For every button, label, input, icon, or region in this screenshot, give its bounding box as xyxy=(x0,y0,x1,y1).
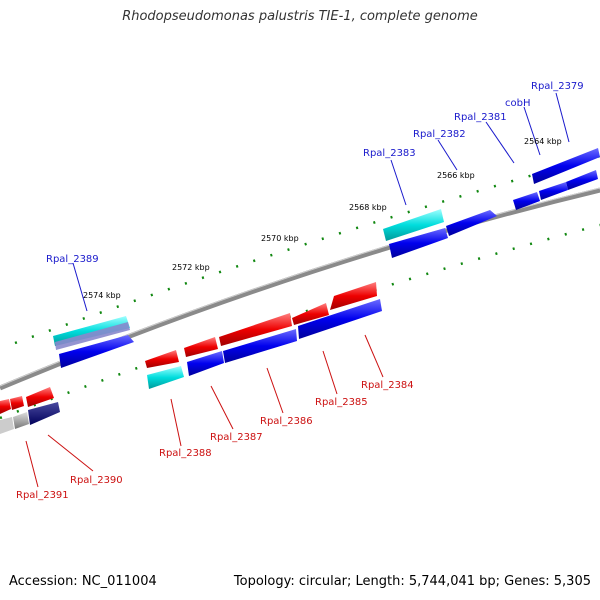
map-title: Rhodopseudomonas palustris TIE-1, comple… xyxy=(122,9,478,24)
gene-rpal-2386[interactable] xyxy=(223,329,297,363)
gene-rpal-2391-red[interactable] xyxy=(10,396,24,410)
reverse-strand-genes xyxy=(0,282,382,434)
gene-label[interactable]: Rpal_2386 xyxy=(260,416,313,427)
gene-rpal-2383-rna[interactable] xyxy=(383,209,444,241)
gene-rpal-2379[interactable] xyxy=(532,148,600,184)
gene-rpal-2389-cds[interactable] xyxy=(59,335,134,368)
topology-text: Topology: circular; Length: 5,744,041 bp… xyxy=(233,574,591,589)
gene-rpal-2388[interactable] xyxy=(147,366,184,389)
accession-text: Accession: NC_011004 xyxy=(9,574,157,589)
gene-rpal-2391-grey[interactable] xyxy=(13,412,29,429)
label-leaders xyxy=(72,92,570,312)
gene-label[interactable]: Rpal_2391 xyxy=(16,490,69,501)
scale-label: 2564 kbp xyxy=(524,137,562,146)
genome-backbone xyxy=(0,187,600,391)
scale-labels: 2564 kbp 2566 kbp 2568 kbp 2570 kbp 2572… xyxy=(83,137,562,300)
gene-label[interactable]: Rpal_2385 xyxy=(315,397,368,408)
forward-strand-genes xyxy=(53,148,600,368)
scale-label: 2572 kbp xyxy=(172,263,210,272)
gene-rpal-2390-red[interactable] xyxy=(26,387,54,407)
gene-rpal-2384-red[interactable] xyxy=(330,282,377,310)
scale-label: 2570 kbp xyxy=(261,234,299,243)
gene-label[interactable]: Rpal_2383 xyxy=(363,148,416,159)
gene-label[interactable]: Rpal_2389 xyxy=(46,254,99,265)
gene-rpal-2388-red[interactable] xyxy=(145,350,179,368)
scale-label: 2568 kbp xyxy=(349,203,387,212)
gene-rpal-2387-red[interactable] xyxy=(184,337,218,357)
gene-rpal-2382[interactable] xyxy=(446,210,497,236)
gene-rpal-2390[interactable] xyxy=(28,402,60,425)
gene-label[interactable]: Rpal_2384 xyxy=(361,380,414,391)
gene-rpal-2385-red[interactable] xyxy=(292,303,329,325)
gene-label[interactable]: cobH xyxy=(505,98,530,109)
gene-rpal-2383-cds[interactable] xyxy=(389,228,448,258)
scale-label: 2566 kbp xyxy=(437,171,475,180)
bottom-gene-labels: Rpal_2384 Rpal_2385 Rpal_2386 Rpal_2387 … xyxy=(16,380,414,501)
gene-label[interactable]: Rpal_2387 xyxy=(210,432,263,443)
gene-label[interactable]: Rpal_2379 xyxy=(531,81,584,92)
gene-rpal-2381[interactable] xyxy=(513,192,540,210)
gene-rpal-2386-red[interactable] xyxy=(219,313,292,346)
top-gene-labels: Rpal_2379 cobH Rpal_2381 Rpal_2382 Rpal_… xyxy=(46,81,584,265)
gene-label[interactable]: Rpal_2381 xyxy=(454,112,507,123)
scale-label: 2574 kbp xyxy=(83,291,121,300)
gene-left-edge-red[interactable] xyxy=(0,399,11,414)
gene-label[interactable]: Rpal_2390 xyxy=(70,475,123,486)
gene-rpal-2387[interactable] xyxy=(187,351,224,376)
inner-scale-ticks xyxy=(0,223,600,420)
gene-left-edge-grey[interactable] xyxy=(0,417,14,434)
gene-rpal-2384[interactable] xyxy=(298,299,382,339)
gene-label[interactable]: Rpal_2382 xyxy=(413,129,466,140)
gene-label[interactable]: Rpal_2388 xyxy=(159,448,212,459)
gene-rpal-2379-lower[interactable] xyxy=(566,170,598,190)
gene-cobh[interactable] xyxy=(539,182,568,200)
